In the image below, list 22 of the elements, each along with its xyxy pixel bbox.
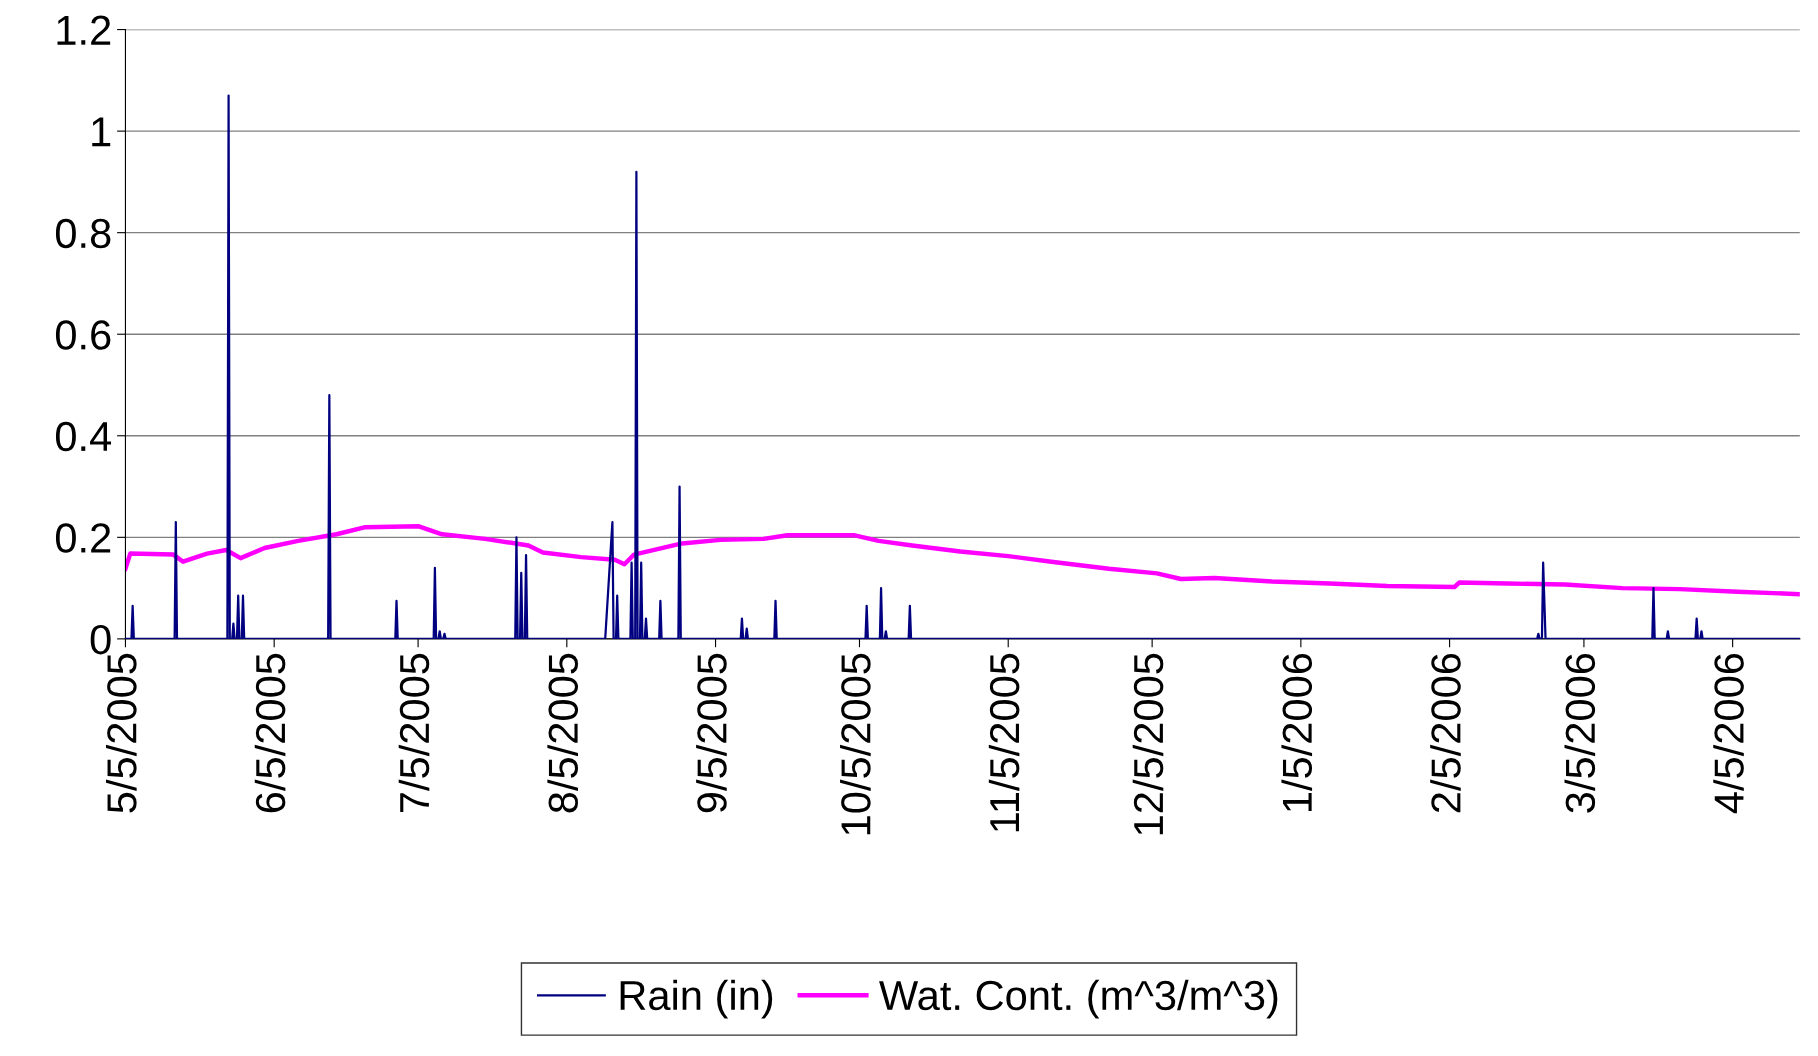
legend-label: Rain (in) (620, 979, 773, 1019)
x-tick-label: 5/5/2005 (106, 653, 137, 813)
x-tick-label: 9/5/2005 (696, 653, 727, 813)
x-tick-label: 3/5/2006 (1564, 653, 1596, 813)
x-tick-label: 1/5/2006 (1281, 653, 1313, 812)
legend-label: Wat. Cont. (m^3/m^3) (879, 979, 1278, 1019)
x-tick-label: 8/5/2005 (547, 653, 579, 813)
x-tick-label: 7/5/2005 (398, 653, 430, 813)
y-tick-label: 1 (92, 117, 111, 147)
x-tick-label: 6/5/2005 (254, 653, 286, 813)
line-series (125, 523, 1800, 597)
y-tick-label: 0.6 (55, 320, 111, 350)
y-tick-label: 0.4 (55, 421, 112, 452)
x-tick-label: 12/5/2005 (1132, 653, 1164, 835)
x-tick-label: 11/5/2005 (988, 653, 1020, 832)
x-tick-label: 4/5/2006 (1713, 653, 1744, 814)
y-tick-label: 0.2 (55, 523, 111, 553)
y-tick-label: 0 (90, 624, 111, 655)
y-tick-label: 1.2 (57, 15, 111, 45)
x-tick-label: 2/5/2006 (1430, 653, 1461, 813)
x-tick-label: 10/5/2005 (840, 653, 871, 835)
y-tick-label: 0.8 (55, 218, 111, 249)
